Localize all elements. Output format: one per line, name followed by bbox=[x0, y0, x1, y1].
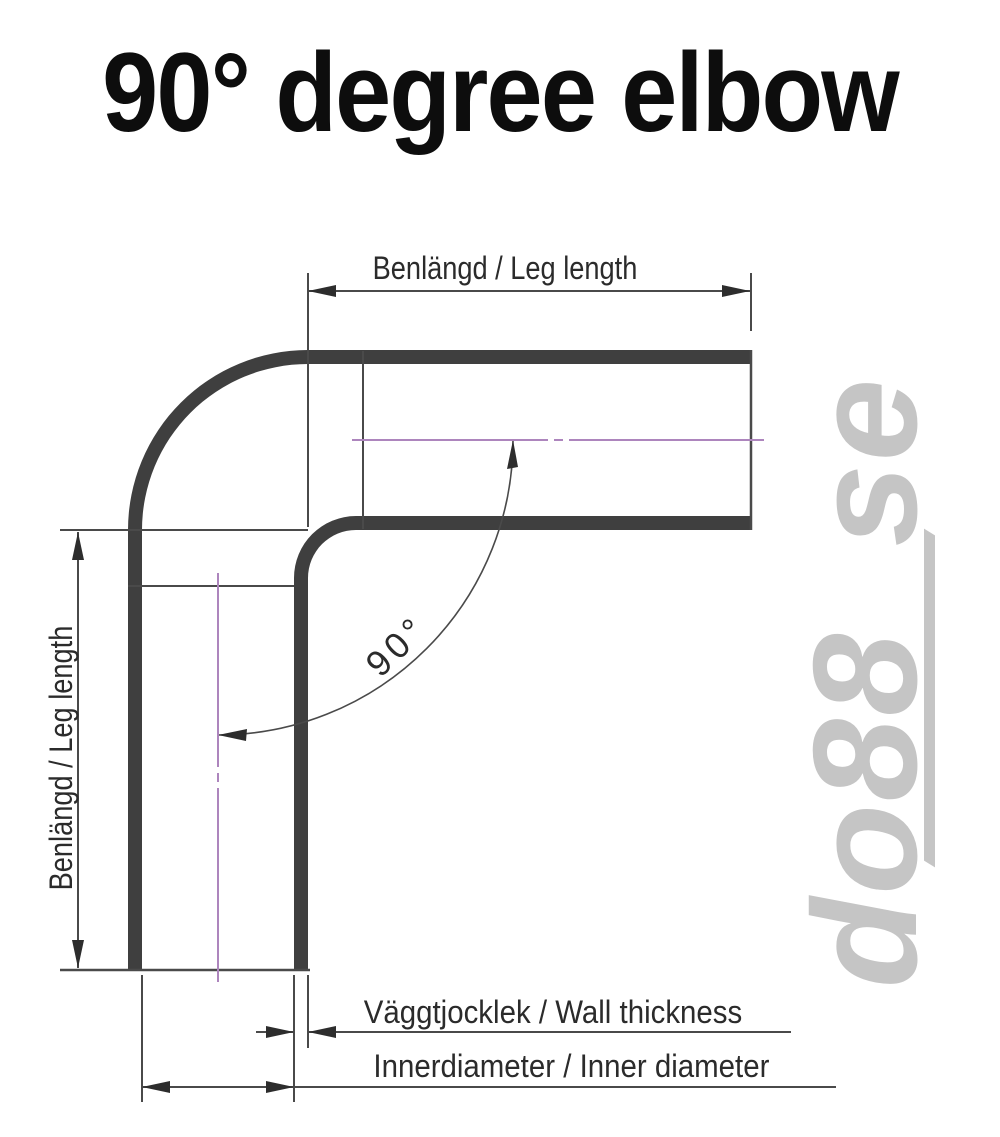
arrow-top-dim-left bbox=[308, 285, 336, 297]
arrow-wall-thickness-left bbox=[266, 1026, 294, 1038]
pipe-outer-wall-band bbox=[128, 350, 750, 970]
wall-thickness-label: Väggtjocklek / Wall thickness bbox=[363, 994, 743, 1030]
do88-watermark: do88 se bbox=[783, 332, 948, 1032]
construction-lines bbox=[60, 273, 836, 1102]
centerlines bbox=[217, 439, 764, 986]
arrow-inner-diameter-right bbox=[266, 1081, 294, 1093]
arrow-wall-thickness-right bbox=[308, 1026, 336, 1038]
watermark-underline bbox=[924, 528, 935, 868]
leg-length-top-label: Benlängd / Leg length bbox=[372, 250, 638, 286]
dimension-arrowheads bbox=[72, 285, 750, 1093]
angle-dimension-arc bbox=[217, 439, 514, 736]
page-title: 90° degree elbow bbox=[102, 30, 900, 155]
arrow-angle-bottom bbox=[218, 729, 247, 741]
arrow-inner-diameter-left bbox=[142, 1081, 170, 1093]
arrow-left-dim-top bbox=[72, 532, 84, 560]
watermark-tld-text: se bbox=[783, 375, 948, 547]
arrow-angle-top bbox=[507, 440, 518, 469]
arrow-left-dim-bottom bbox=[72, 940, 84, 968]
pipe-walls bbox=[128, 350, 750, 970]
leg-length-left-label: Benlängd / Leg length bbox=[43, 625, 79, 891]
pipe-inner-wall-band bbox=[294, 516, 750, 970]
arrow-top-dim-right bbox=[722, 285, 750, 297]
inner-diameter-label: Innerdiameter / Inner diameter bbox=[373, 1048, 770, 1084]
watermark-brand-text: do88 bbox=[783, 630, 948, 989]
